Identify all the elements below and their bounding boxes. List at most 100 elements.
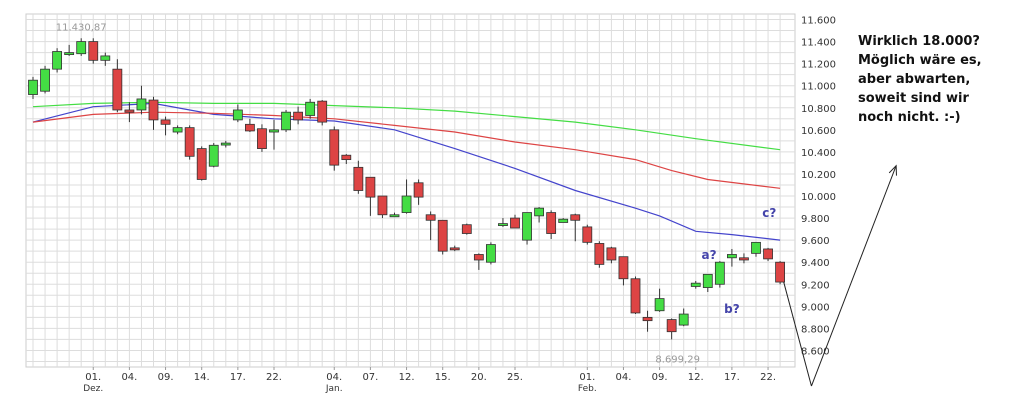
x-tick-label: 25. [507, 372, 523, 383]
x-tick-label: 01. [85, 372, 101, 383]
candle-body [28, 79, 38, 95]
y-tick-label: 9.400 [801, 258, 830, 269]
candle-body [112, 68, 123, 111]
candle-body [317, 100, 328, 123]
candle-body [498, 223, 508, 226]
candle-body [751, 241, 761, 254]
candle-body [293, 111, 304, 121]
y-tick-label: 9.200 [801, 280, 830, 291]
candle-body [618, 256, 629, 280]
candle-body [196, 148, 207, 180]
y-tick-label: 9.600 [801, 236, 830, 247]
candle-body [582, 226, 593, 243]
wave-label-c: c? [762, 206, 776, 220]
candle-body [281, 111, 291, 131]
candle-body [666, 319, 677, 333]
x-tick-sublabel: Feb. [578, 384, 597, 394]
y-tick-label: 10.600 [801, 126, 836, 137]
x-tick-sublabel: Jan. [325, 384, 343, 394]
candle-body [678, 313, 689, 326]
candle-body [401, 195, 412, 213]
high-label: 11.430,87 [56, 22, 107, 33]
candle-body [269, 129, 279, 133]
moving-average-line [32, 111, 781, 189]
candle-body [160, 119, 171, 125]
moving-average-line [32, 102, 781, 241]
y-tick-label: 11.200 [801, 60, 836, 71]
candle-body [739, 257, 749, 261]
candle-body [353, 166, 364, 191]
candle-body [220, 142, 231, 146]
candle-body [172, 127, 183, 133]
x-tick-sublabel: Dez. [83, 384, 103, 394]
x-tick-label: 04. [121, 372, 137, 383]
x-tick-label: 09. [652, 372, 668, 383]
y-tick-label: 11.600 [801, 16, 836, 27]
x-tick-label: 09. [158, 372, 174, 383]
candle-body [714, 261, 725, 285]
x-tick-label: 04. [615, 372, 631, 383]
candle-body [546, 212, 557, 234]
candle-body [389, 214, 400, 218]
y-tick-label: 9.000 [801, 302, 830, 313]
candle-body [510, 217, 520, 229]
candle-body [64, 52, 75, 56]
candle-body [437, 219, 448, 252]
candle-body [232, 109, 243, 121]
x-tick-label: 01. [579, 372, 595, 383]
note-line: Möglich wäre es, [858, 53, 982, 68]
candle-body [775, 261, 785, 283]
candle-body [727, 254, 737, 259]
y-tick-label: 10.000 [801, 192, 836, 203]
candle-body [100, 55, 111, 61]
candle-body [534, 207, 544, 217]
wave-label-b: b? [724, 302, 740, 316]
y-tick-label: 11.000 [801, 82, 836, 93]
candle-body [76, 41, 87, 55]
candle-body [522, 212, 532, 241]
y-tick-label: 9.800 [801, 214, 830, 225]
plot-area [25, 13, 796, 368]
candle-body [377, 195, 388, 216]
note-line: aber abwarten, [858, 72, 971, 87]
x-tick-label: 17. [230, 372, 246, 383]
candle-body [208, 144, 219, 167]
candle-body [257, 128, 267, 149]
x-tick-label: 07. [362, 372, 378, 383]
y-tick-label: 8.600 [801, 346, 830, 357]
note-line: noch nicht. :-) [858, 110, 961, 125]
y-tick-label: 10.800 [801, 104, 836, 115]
candle-body [702, 273, 713, 288]
candle-body [88, 41, 99, 61]
candle-body [305, 101, 316, 116]
x-tick-label: 14. [194, 372, 210, 383]
x-tick-label: 17. [724, 372, 740, 383]
y-tick-label: 10.200 [801, 170, 836, 181]
candle-body [642, 316, 653, 322]
x-tick-label: 15. [435, 372, 451, 383]
wave-label-a: a? [701, 248, 716, 262]
candle-body [570, 214, 581, 221]
projection-arrow-head [888, 164, 897, 176]
projection-line-down [783, 281, 812, 387]
x-tick-label: 12. [688, 372, 704, 383]
candle-body [630, 278, 641, 314]
candle-body [148, 99, 159, 121]
x-tick-label: 12. [399, 372, 415, 383]
candle-body [365, 176, 376, 198]
x-tick-label: 22. [266, 372, 282, 383]
y-tick-label: 10.400 [801, 148, 836, 159]
note-line: soweit sind wir [858, 91, 969, 106]
candle-body [244, 123, 255, 132]
candle-body [136, 98, 147, 111]
candle-body [413, 182, 424, 198]
candle-body [485, 244, 496, 263]
x-tick-label: 04. [326, 372, 342, 383]
candle-body [763, 248, 773, 260]
candle-body [40, 68, 50, 92]
y-tick-label: 8.800 [801, 324, 830, 335]
candle-body [558, 218, 569, 223]
x-tick-label: 20. [471, 372, 487, 383]
candle-body [654, 298, 665, 312]
